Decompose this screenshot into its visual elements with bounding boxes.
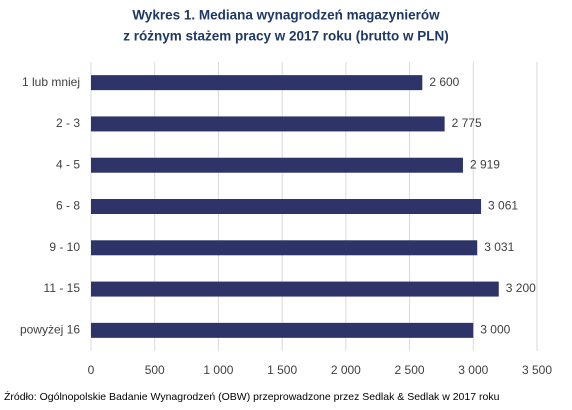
value-label: 2 600 — [429, 75, 459, 89]
bar — [91, 281, 499, 297]
x-tick-label: 1 500 — [267, 363, 297, 377]
y-tick-label: 2 - 3 — [56, 116, 80, 130]
bar — [91, 116, 445, 132]
x-tick-label: 3 500 — [522, 363, 552, 377]
bar — [91, 322, 474, 338]
bar — [91, 240, 478, 256]
bar — [91, 75, 423, 91]
x-tick-label: 3 000 — [458, 363, 488, 377]
value-label: 2 775 — [452, 116, 482, 130]
value-label: 3 200 — [506, 281, 536, 295]
x-tick-label: 0 — [88, 363, 95, 377]
x-tick-label: 2 500 — [395, 363, 425, 377]
value-label: 3 061 — [488, 199, 518, 213]
value-label: 3 000 — [480, 323, 510, 337]
y-tick-label: 11 - 15 — [44, 281, 81, 295]
y-tick-label: 4 - 5 — [56, 157, 80, 171]
x-tick-label: 500 — [145, 363, 165, 377]
y-tick-label: 9 - 10 — [49, 240, 80, 254]
x-tick-label: 2 000 — [331, 363, 361, 377]
bar — [91, 157, 463, 173]
bar — [91, 199, 482, 214]
y-tick-label: 1 lub mniej — [22, 75, 80, 89]
y-tick-label: powyżej 16 — [20, 323, 80, 337]
y-tick-label: 6 - 8 — [56, 199, 80, 213]
value-label: 3 031 — [484, 240, 514, 254]
chart-title: z różnym stażem pracy w 2017 roku (brutt… — [123, 29, 449, 44]
source: Źródło: Ogólnopolskie Badanie Wynagrodze… — [4, 390, 500, 403]
x-tick-label: 1 000 — [203, 363, 233, 377]
chart-title: Wykres 1. Mediana wynagrodzeń magazynier… — [132, 8, 440, 23]
value-label: 2 919 — [470, 157, 500, 171]
